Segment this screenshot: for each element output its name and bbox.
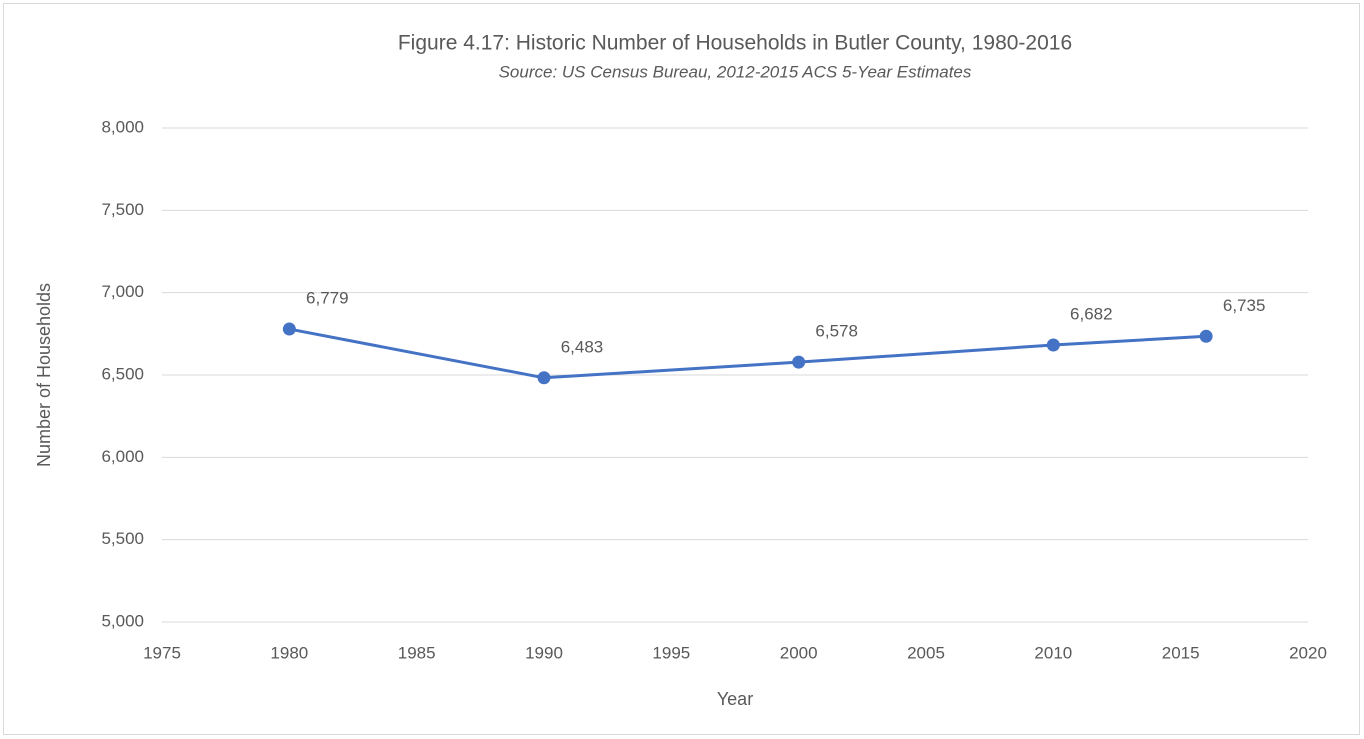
y-tick-label: 7,000	[101, 282, 144, 301]
x-tick-label: 1980	[270, 643, 308, 662]
y-tick-label: 5,500	[101, 529, 144, 548]
data-point	[792, 355, 806, 369]
x-tick-label: 2020	[1289, 643, 1327, 662]
data-label: 6,779	[306, 289, 349, 308]
x-tick-label: 1985	[398, 643, 436, 662]
data-label: 6,735	[1223, 296, 1266, 315]
x-tick-label: 2015	[1162, 643, 1200, 662]
chart-title: Figure 4.17: Historic Number of Househol…	[398, 32, 1072, 55]
data-label: 6,578	[815, 322, 858, 341]
data-point	[282, 322, 296, 336]
y-tick-label: 7,500	[101, 200, 144, 219]
x-tick-label: 1975	[143, 643, 181, 662]
x-tick-label: 1995	[652, 643, 690, 662]
y-axis-label: Number of Households	[34, 283, 54, 467]
y-tick-label: 6,000	[101, 447, 144, 466]
y-tick-label: 6,500	[101, 364, 144, 383]
data-point	[1046, 338, 1060, 352]
data-label: 6,483	[561, 337, 604, 356]
x-tick-label: 1990	[525, 643, 563, 662]
x-axis-label: Year	[717, 689, 753, 709]
y-tick-label: 5,000	[101, 611, 144, 630]
data-point	[537, 371, 551, 385]
data-point	[1199, 329, 1213, 343]
x-tick-label: 2010	[1034, 643, 1072, 662]
y-tick-label: 8,000	[101, 117, 144, 136]
x-tick-label: 2000	[780, 643, 818, 662]
x-tick-label: 2005	[907, 643, 945, 662]
data-label: 6,682	[1070, 305, 1113, 324]
chart-subtitle: Source: US Census Bureau, 2012-2015 ACS …	[499, 62, 972, 81]
